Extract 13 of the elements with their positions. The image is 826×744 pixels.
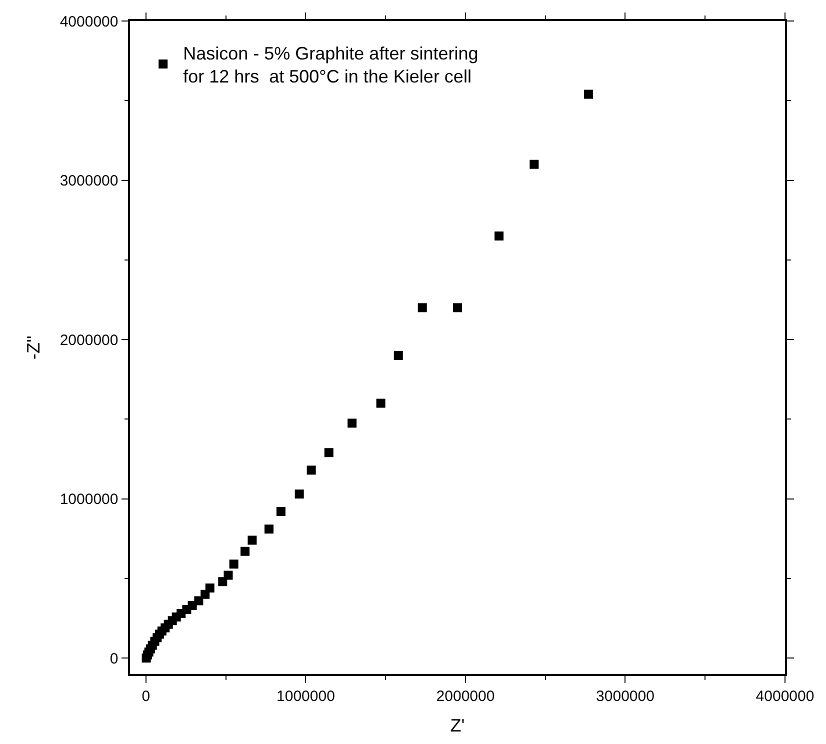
y-tick-label: 3000000 <box>60 172 118 190</box>
x-axis-title: Z' <box>450 715 465 736</box>
x-tick-label: 2000000 <box>436 688 495 705</box>
x-tick-label: 4000000 <box>756 688 814 705</box>
y-tick-label: 1000000 <box>60 491 118 508</box>
x-tick-label: 3000000 <box>596 688 654 705</box>
y-axis-title: -Z'' <box>24 336 44 360</box>
y-tick-label: 4000000 <box>60 13 118 30</box>
x-tick-label: 0 <box>142 688 150 705</box>
y-tick-label: 2000000 <box>60 332 118 349</box>
legend-label: Nasicon - 5% Graphite after sintering for 12 hrs at 500°C in the Kieler cell <box>183 43 478 87</box>
y-tick-label: 0 <box>110 650 118 668</box>
x-tick-label: 1000000 <box>276 688 335 705</box>
